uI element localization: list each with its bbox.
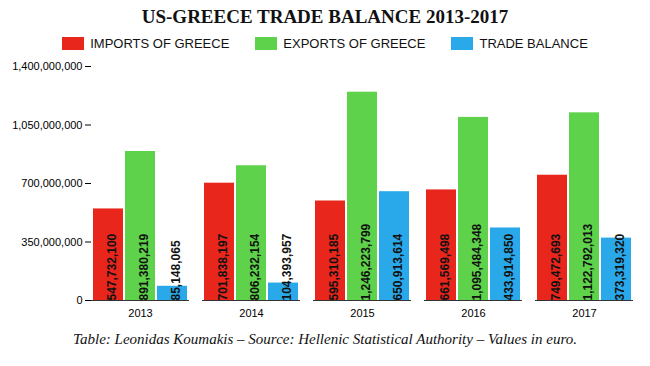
svg-text:2013: 2013 — [128, 307, 152, 319]
svg-text:1,122,792,013: 1,122,792,013 — [581, 223, 595, 300]
svg-text:0: 0 — [76, 294, 82, 306]
svg-text:701,838,197: 701,838,197 — [216, 233, 230, 300]
svg-text:85,148,065: 85,148,065 — [169, 240, 183, 300]
svg-text:547,732,100: 547,732,100 — [105, 233, 119, 300]
html-text:Table: Leonidas Koumakis – Sou: Table: Leonidas Koumakis – Source: Helle… — [73, 331, 577, 347]
svg-text:350,000,000: 350,000,000 — [21, 236, 82, 248]
html-text:TRADE BALANCE: TRADE BALANCE — [479, 35, 588, 51]
svg-text:806,232,154: 806,232,154 — [248, 233, 262, 300]
html-text:IMPORTS OF GREECE: IMPORTS OF GREECE — [90, 35, 230, 51]
svg-text:1,400,000,000: 1,400,000,000 — [12, 60, 82, 72]
svg-text:2017: 2017 — [572, 307, 596, 319]
svg-text:104,393,957: 104,393,957 — [280, 233, 294, 300]
svg-text:2015: 2015 — [350, 307, 374, 319]
html-text:US-GREECE TRADE BALANCE 2013-2: US-GREECE TRADE BALANCE 2013-2017 — [141, 6, 509, 27]
svg-text:650,913,614: 650,913,614 — [391, 233, 405, 300]
svg-text:700,000,000: 700,000,000 — [21, 177, 82, 189]
svg-text:595,310,185: 595,310,185 — [327, 233, 341, 300]
svg-text:1,095,484,348: 1,095,484,348 — [470, 223, 484, 300]
svg-text:2016: 2016 — [461, 307, 485, 319]
svg-text:749,472,693: 749,472,693 — [549, 233, 563, 300]
svg-text:2014: 2014 — [239, 307, 263, 319]
svg-text:433,914,850: 433,914,850 — [502, 233, 516, 300]
html-text:EXPORTS OF GREECE: EXPORTS OF GREECE — [283, 35, 426, 51]
svg-text:661,569,498: 661,569,498 — [438, 233, 452, 300]
svg-text:891,380,219: 891,380,219 — [137, 233, 151, 300]
svg-text:1,246,223,799: 1,246,223,799 — [359, 223, 373, 300]
svg-text:373,319,320: 373,319,320 — [613, 233, 627, 300]
svg-text:1,050,000,000: 1,050,000,000 — [12, 119, 82, 131]
